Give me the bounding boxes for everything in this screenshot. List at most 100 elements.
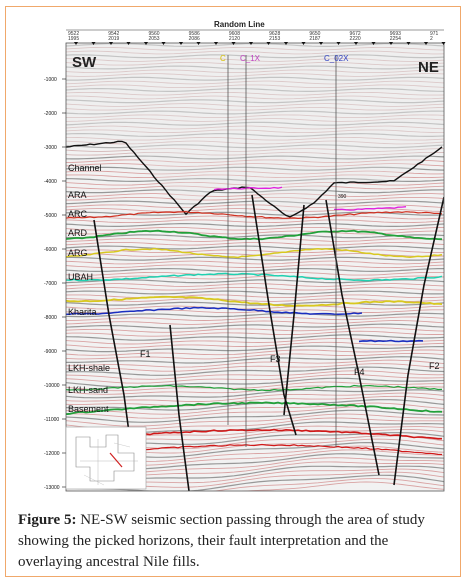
reflector [66, 73, 444, 77]
reflector [66, 395, 444, 407]
reflector [66, 76, 444, 81]
reflector [66, 352, 444, 360]
shot-label-top: 9560 [148, 31, 159, 37]
trace-marker-icon [319, 42, 323, 45]
reflector [66, 241, 444, 246]
shot-label-bottom: 2 [430, 36, 433, 42]
reflector [66, 114, 444, 119]
reflector [66, 370, 444, 380]
sw-direction-label: SW [72, 54, 97, 71]
shot-label-top: 9628 [269, 31, 280, 37]
depth-tick-label: -4000 [44, 179, 57, 185]
horizon-label: ARD [68, 228, 88, 238]
trace-marker-icon [179, 42, 183, 45]
caption-text: NE-SW seismic section passing through th… [18, 512, 425, 570]
inset-location-map [65, 426, 147, 490]
reflector [66, 121, 444, 126]
arg-horizon [66, 247, 443, 259]
trace-marker-icon [406, 42, 411, 45]
reflector [66, 140, 444, 145]
lkh-horizon-1 [66, 384, 443, 392]
depth-tick-label: -1000 [44, 77, 57, 83]
reflector [66, 151, 444, 156]
ara-horizon [213, 186, 283, 191]
trace-marker-icon [74, 42, 78, 45]
arc-horizon [66, 210, 443, 220]
ard-horizon [66, 229, 443, 241]
kharita-horizon-east [358, 339, 424, 343]
horizon-label: Basement [68, 404, 109, 414]
reflector [66, 133, 444, 137]
depth-tick-label: -10000 [44, 383, 60, 389]
reflector [66, 163, 444, 167]
reflector [66, 106, 444, 111]
reflector [66, 366, 444, 376]
reflector [66, 478, 444, 491]
horizon-label: UBAH [68, 272, 93, 282]
horizon-label: ARA [68, 190, 87, 200]
reflector [66, 148, 444, 152]
reflector [241, 481, 444, 491]
reflector [66, 323, 444, 329]
fault-trace-5 [325, 199, 380, 476]
reflector [66, 61, 444, 66]
trace-marker-icon [144, 42, 148, 45]
ara-horizon-east [334, 206, 407, 211]
depth-tick-label: -9000 [44, 349, 57, 355]
reflector [66, 178, 444, 182]
reflector [66, 275, 444, 280]
reflector [66, 103, 444, 107]
reflector [66, 88, 444, 92]
trace-marker-icon [336, 42, 341, 45]
well-c-label: C [220, 54, 226, 63]
shot-label-bottom: 2120 [229, 36, 240, 42]
trace-marker-icon [441, 42, 446, 45]
reflector [66, 373, 444, 384]
trace-marker-icon [424, 42, 428, 45]
shot-label-top: 971 [430, 31, 439, 37]
fault-trace-2 [169, 324, 190, 491]
horizon-label: LKH-sand [68, 385, 108, 395]
reflector [66, 413, 444, 427]
caption-label: Figure 5: [18, 512, 77, 528]
fault-trace-3 [251, 194, 297, 436]
reflector [66, 50, 444, 55]
depth-tick-label: -13000 [44, 485, 60, 491]
reflector [66, 256, 444, 261]
reflector [66, 166, 444, 171]
shot-label-bottom: 2019 [108, 36, 119, 42]
reflector [66, 170, 444, 175]
figure-caption: Figure 5: NE-SW seismic section passing … [18, 510, 454, 573]
shot-label-bottom: 1995 [68, 36, 79, 42]
reflector [66, 389, 444, 399]
reflector [66, 95, 444, 100]
shot-label-bottom: 2053 [148, 36, 159, 42]
reflector [66, 223, 444, 227]
well-lines: C C_1X C_02X 390 [220, 54, 349, 447]
reflector [66, 264, 444, 269]
reflector [66, 402, 444, 415]
horizon-labels: Channel ARA ARC ARD ARG UBAH Kharita LKH-shale L… [68, 163, 110, 414]
reflector [66, 200, 444, 205]
horizon-label: ARG [68, 248, 88, 258]
reflector [66, 46, 444, 51]
reflector [66, 341, 444, 349]
reflector [66, 330, 444, 337]
trace-marker-icon [231, 42, 236, 45]
trace-marker-icon [126, 42, 131, 45]
shot-label-bottom: 2220 [350, 36, 361, 42]
trace-marker-icon [371, 42, 376, 45]
fault-label: F4 [354, 367, 365, 377]
reflector [66, 204, 444, 209]
reflector [66, 359, 444, 368]
reflector [66, 312, 444, 318]
horizon-lines [66, 140, 443, 457]
reflector [66, 185, 444, 190]
reflector [66, 80, 444, 85]
reflector [66, 54, 444, 59]
reflector [66, 249, 444, 254]
horizon-label: Channel [68, 163, 102, 173]
section-title: Random Line [214, 20, 265, 29]
fault-trace-6 [393, 196, 444, 486]
